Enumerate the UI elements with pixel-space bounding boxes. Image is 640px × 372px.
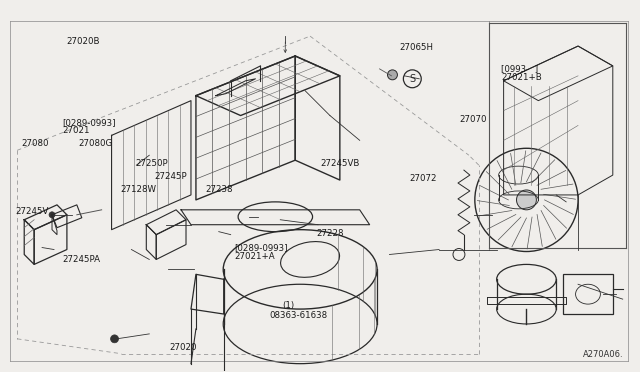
Text: 27070: 27070	[460, 115, 487, 124]
Text: 27021+A: 27021+A	[234, 251, 275, 261]
Text: 27080G: 27080G	[79, 139, 113, 148]
Circle shape	[387, 70, 397, 80]
Text: [0993-  ]: [0993- ]	[501, 64, 538, 73]
Text: S: S	[409, 74, 415, 84]
Text: A270A06.: A270A06.	[583, 350, 624, 359]
Text: [0289-0993]: [0289-0993]	[63, 118, 116, 127]
Text: 27065H: 27065H	[399, 43, 433, 52]
Text: 27238: 27238	[205, 185, 233, 194]
Circle shape	[111, 335, 118, 343]
Circle shape	[49, 212, 55, 218]
Text: 27020: 27020	[170, 343, 197, 352]
Circle shape	[516, 190, 536, 210]
Text: 27128W: 27128W	[120, 185, 156, 194]
Text: 27250P: 27250P	[136, 159, 168, 169]
Text: 27245VB: 27245VB	[320, 158, 360, 168]
Text: 27021: 27021	[63, 126, 90, 135]
Text: 27080: 27080	[22, 139, 49, 148]
Bar	[563, 274, 612, 314]
Text: 27245V: 27245V	[15, 207, 49, 217]
Text: (1): (1)	[282, 301, 294, 311]
Text: [0289-0993]: [0289-0993]	[234, 244, 288, 253]
Text: 27228: 27228	[317, 230, 344, 238]
Text: 27021+B: 27021+B	[501, 73, 542, 81]
Text: 27020B: 27020B	[66, 37, 99, 46]
Text: 08363-61638: 08363-61638	[269, 311, 327, 320]
Text: 27072: 27072	[409, 174, 436, 183]
Text: 27245P: 27245P	[155, 172, 188, 181]
Text: 27245PA: 27245PA	[63, 255, 100, 264]
